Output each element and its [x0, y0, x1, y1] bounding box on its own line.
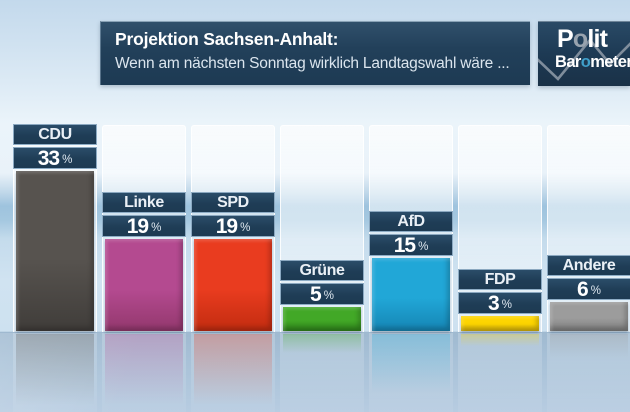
party-bar [16, 171, 94, 331]
party-name-label: AfD [369, 211, 453, 232]
bar-reflection [16, 334, 94, 409]
track-floor-reflection [280, 333, 364, 412]
party-value-number: 5 [310, 283, 322, 306]
party-value-label: 3 % [458, 292, 542, 314]
party-value-label: 19 % [102, 215, 186, 237]
party-bar [105, 239, 183, 331]
party-value-label: 5 % [280, 283, 364, 305]
percent-sign: % [418, 241, 429, 253]
logo-word-polit: Polit [557, 25, 608, 53]
bar-reflection [194, 334, 272, 409]
bar-reflection [372, 334, 450, 396]
party-bar [283, 307, 361, 331]
party-value-label: 33 % [13, 147, 97, 169]
percent-sign: % [240, 222, 251, 234]
party-column: Andere 6 % [547, 0, 630, 412]
politbarometer-logo: Polit Barometer [538, 21, 630, 86]
percent-sign: % [590, 285, 601, 297]
track-floor-reflection [191, 333, 275, 412]
percent-sign: % [62, 154, 73, 166]
party-name-label: Andere [547, 255, 630, 276]
party-name-label: Grüne [280, 260, 364, 281]
percent-sign: % [501, 299, 512, 311]
party-column: CDU 33 % [13, 0, 97, 412]
party-name-label: FDP [458, 269, 542, 290]
party-value-number: 3 [488, 292, 500, 315]
party-value-number: 33 [37, 147, 60, 170]
bar-reflection [283, 334, 361, 354]
track-floor-reflection [13, 333, 97, 412]
party-column: Linke 19 % [102, 0, 186, 412]
party-column: SPD 19 % [191, 0, 275, 412]
party-value-number: 6 [577, 278, 589, 301]
party-name-label: Linke [102, 192, 186, 213]
bar-reflection [550, 334, 628, 359]
party-column: Grüne 5 % [280, 0, 364, 412]
chart-header: Projektion Sachsen-Anhalt: Wenn am nächs… [100, 21, 530, 85]
party-value-number: 19 [215, 215, 238, 238]
track-floor-reflection [547, 333, 630, 412]
bar-reflection [461, 334, 539, 347]
party-value-number: 15 [393, 234, 416, 257]
track-floor-reflection [458, 333, 542, 412]
chart-title: Projektion Sachsen-Anhalt: [115, 29, 339, 49]
party-column: AfD 15 % [369, 0, 453, 412]
party-column: FDP 3 % [458, 0, 542, 412]
party-name-label: CDU [13, 124, 97, 145]
chart-subtitle: Wenn am nächsten Sonntag wirklich Landta… [115, 55, 510, 72]
percent-sign: % [323, 290, 334, 302]
party-track [547, 125, 630, 332]
zigzag-line-icon [538, 37, 630, 81]
party-value-label: 6 % [547, 278, 630, 300]
percent-sign: % [151, 222, 162, 234]
track-floor-reflection [102, 333, 186, 412]
party-bar [372, 258, 450, 331]
party-value-label: 15 % [369, 234, 453, 256]
logo-word-barometer: Barometer [555, 53, 630, 71]
party-value-number: 19 [126, 215, 149, 238]
party-value-label: 19 % [191, 215, 275, 237]
bar-reflection [105, 334, 183, 409]
party-bar [461, 316, 539, 331]
party-bar [550, 302, 628, 331]
party-bar [194, 239, 272, 331]
track-floor-reflection [369, 333, 453, 412]
party-name-label: SPD [191, 192, 275, 213]
